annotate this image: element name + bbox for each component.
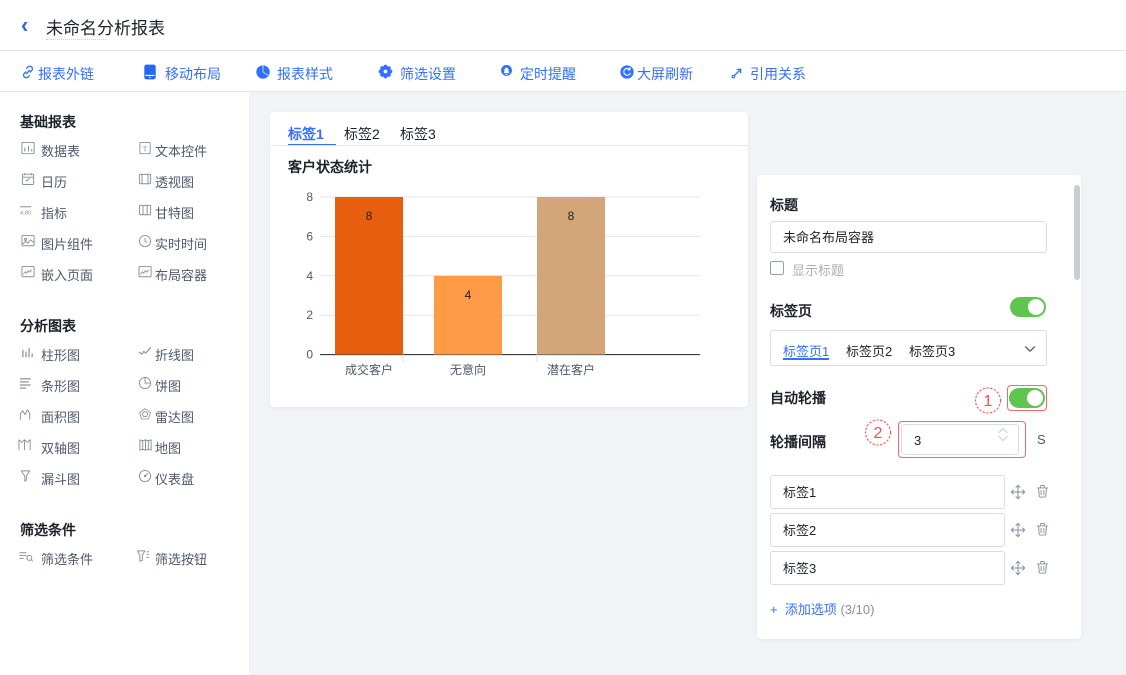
svg-text:潜在客户: 潜在客户 [547, 362, 595, 377]
svg-text:1: 1 [984, 393, 993, 410]
svg-text:8: 8 [306, 190, 313, 204]
svg-text:成交客户: 成交客户 [345, 362, 393, 377]
svg-text:2: 2 [874, 425, 883, 442]
svg-text:6: 6 [306, 229, 313, 243]
svg-text:4: 4 [306, 269, 313, 283]
svg-text:T: T [143, 144, 148, 153]
svg-text:2: 2 [306, 308, 313, 322]
svg-text:0: 0 [306, 348, 313, 362]
svg-text:4: 4 [465, 288, 472, 302]
svg-text:4,80: 4,80 [20, 210, 32, 216]
svg-text:无意向: 无意向 [450, 362, 486, 377]
svg-text:8: 8 [366, 209, 373, 223]
svg-text:8: 8 [568, 209, 575, 223]
